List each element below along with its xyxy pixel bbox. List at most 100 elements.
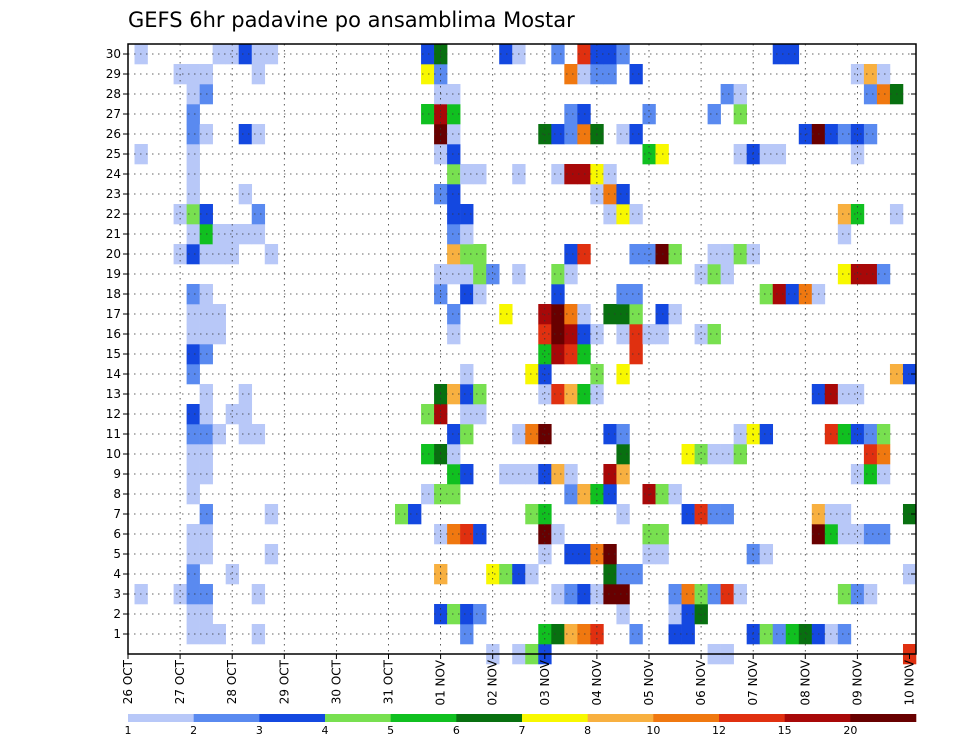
x-tick-label: 26 OCT: [121, 659, 135, 704]
heatmap-cell: [785, 284, 800, 305]
heatmap-cell: [642, 144, 656, 165]
heatmap-cell: [186, 524, 200, 545]
heatmap-cell: [186, 104, 200, 125]
heatmap-cell: [720, 244, 734, 265]
heatmap-cell: [551, 464, 565, 485]
legend-swatch: [587, 714, 654, 722]
heatmap-cell: [616, 304, 630, 325]
heatmap-cell: [863, 424, 878, 445]
heatmap-cell: [863, 444, 878, 465]
heatmap-cell: [850, 384, 865, 405]
heatmap-cell: [186, 604, 200, 625]
heatmap-cell: [538, 504, 552, 525]
heatmap-cell: [720, 84, 734, 105]
heatmap-cell: [447, 444, 461, 465]
heatmap-cell: [603, 204, 617, 225]
heatmap-cell: [460, 464, 474, 485]
heatmap-cell: [616, 124, 630, 145]
heatmap-cell: [486, 564, 500, 585]
heatmap-cell: [447, 184, 461, 205]
heatmap-cell: [551, 304, 565, 325]
heatmap-cell: [850, 464, 865, 485]
y-tick-label: 16: [106, 327, 121, 341]
y-tick-label: 12: [106, 407, 121, 421]
heatmap-cell: [473, 264, 487, 285]
heatmap-cell: [551, 44, 565, 65]
heatmap-cell: [616, 584, 630, 605]
heatmap-cell: [564, 584, 578, 605]
y-tick-label: 2: [113, 607, 121, 621]
heatmap-cell: [525, 364, 539, 385]
heatmap-cell: [173, 204, 187, 225]
heatmap-cell: [564, 164, 578, 185]
heatmap-cell: [460, 284, 474, 305]
heatmap-cell: [186, 464, 200, 485]
heatmap-cell: [564, 384, 578, 405]
heatmap-cell: [251, 584, 266, 605]
heatmap-cell: [395, 504, 409, 525]
heatmap-cell: [772, 624, 787, 645]
heatmap-cell: [603, 484, 617, 505]
heatmap-cell: [616, 504, 630, 525]
heatmap-cell: [460, 524, 474, 545]
heatmap-cell: [681, 584, 695, 605]
heatmap-cell: [837, 504, 852, 525]
y-tick-label: 8: [113, 487, 121, 501]
heatmap-cell: [421, 104, 435, 125]
heatmap-cell: [551, 164, 565, 185]
heatmap-cell: [564, 544, 578, 565]
heatmap-cell: [863, 584, 878, 605]
heatmap-cell: [850, 204, 865, 225]
heatmap-cell: [186, 404, 200, 425]
heatmap-cell: [603, 64, 617, 85]
legend: 1 2 3 4 5 6 7 8 10 12 15 20: [125, 714, 917, 737]
heatmap-cell: [447, 84, 461, 105]
heatmap-cell: [186, 624, 200, 645]
heatmap-cell: [421, 404, 435, 425]
y-tick-label: 1: [113, 627, 121, 641]
heatmap-cell: [837, 264, 852, 285]
heatmap-cell: [186, 124, 200, 145]
heatmap-cell: [694, 584, 708, 605]
heatmap-cell: [551, 264, 565, 285]
x-tick-label: 09 NOV: [850, 659, 864, 705]
heatmap-cell: [525, 564, 539, 585]
heatmap-cell: [251, 624, 266, 645]
x-tick-label: 10 NOV: [902, 659, 916, 705]
heatmap-cell: [486, 264, 500, 285]
heatmap-cell: [876, 64, 891, 85]
y-tick-label: 6: [113, 527, 121, 541]
legend-label: 2: [190, 724, 197, 737]
legend-label: 4: [322, 724, 329, 737]
heatmap-cell: [225, 404, 240, 425]
heatmap-cell: [863, 524, 878, 545]
legend-label: 20: [843, 724, 857, 737]
x-tick-label: 30 OCT: [329, 659, 343, 704]
heatmap-cell: [447, 244, 461, 265]
y-tick-label: 19: [106, 267, 121, 281]
heatmap-cell: [225, 44, 240, 65]
heatmap-cell: [238, 184, 253, 205]
legend-swatch: [784, 714, 851, 722]
legend-label: 3: [256, 724, 263, 737]
heatmap-cell: [447, 464, 461, 485]
heatmap-cell: [499, 464, 513, 485]
heatmap-cell: [238, 424, 253, 445]
x-tick-label: 03 NOV: [538, 659, 552, 705]
heatmap-cell: [251, 124, 266, 145]
heatmap-cell: [616, 464, 630, 485]
heatmap-cell: [616, 44, 630, 65]
heatmap-cell: [186, 584, 200, 605]
heatmap-cell: [186, 444, 200, 465]
legend-label: 8: [584, 724, 591, 737]
heatmap-cell: [447, 144, 461, 165]
heatmap-cell: [720, 504, 734, 525]
heatmap-cell: [837, 424, 852, 445]
x-tick-label: 06 NOV: [694, 659, 708, 705]
y-tick-label: 17: [106, 307, 121, 321]
heatmap-cell: [186, 484, 200, 505]
heatmap-cell: [707, 264, 721, 285]
heatmap-cell: [707, 504, 721, 525]
heatmap-cell: [538, 464, 552, 485]
heatmap-cell: [798, 624, 813, 645]
